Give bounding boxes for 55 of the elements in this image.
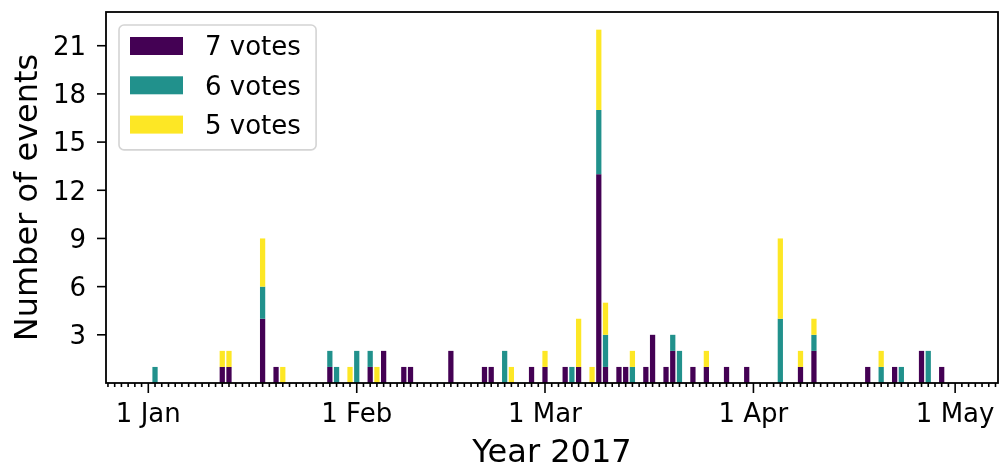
y-axis-title: Number of events	[7, 53, 45, 342]
bar	[596, 29, 602, 110]
x-tick-label: 1 Mar	[508, 398, 583, 428]
bar	[381, 350, 387, 383]
y-tick-label: 12	[52, 175, 86, 206]
bar	[152, 366, 158, 383]
bar	[676, 350, 683, 383]
bar	[575, 318, 582, 367]
x-tick-label: 1 May	[915, 398, 995, 428]
bar	[703, 350, 709, 367]
bar	[259, 238, 266, 287]
y-tick-label: 3	[69, 320, 86, 351]
bar	[811, 318, 817, 335]
bar	[777, 238, 783, 319]
bar	[259, 286, 266, 319]
bar	[354, 350, 360, 383]
y-tick-label: 21	[52, 31, 86, 62]
bar	[502, 350, 508, 383]
bar	[327, 350, 333, 367]
bar	[596, 174, 602, 383]
bar	[374, 366, 380, 383]
bar	[273, 366, 279, 383]
y-tick-label: 9	[69, 223, 86, 254]
x-axis-title: Year 2017	[471, 432, 632, 467]
y-tick-label: 18	[52, 79, 86, 110]
bar	[797, 350, 804, 367]
bar	[569, 366, 575, 383]
bar	[777, 318, 783, 383]
legend-label: 5 votes	[205, 109, 301, 140]
bar	[649, 334, 656, 383]
legend-label: 7 votes	[205, 31, 301, 62]
x-tick-label: 1 Feb	[321, 398, 393, 428]
x-tick-label: 1 Apr	[718, 398, 789, 428]
bar	[589, 366, 595, 383]
bar	[925, 350, 931, 383]
bar	[811, 334, 817, 351]
bar	[347, 366, 353, 383]
x-tick-label: 1 Jan	[115, 398, 181, 428]
y-tick-label: 6	[69, 272, 86, 302]
bar	[448, 350, 454, 383]
bar	[629, 350, 636, 367]
legend-label: 6 votes	[205, 70, 301, 101]
bar	[259, 318, 266, 383]
bar	[811, 350, 817, 383]
bar	[878, 350, 884, 367]
bar	[367, 350, 373, 367]
bar	[596, 109, 602, 175]
bar	[602, 334, 609, 367]
bar	[670, 334, 676, 351]
bar	[542, 350, 548, 367]
y-tick-label: 15	[52, 127, 86, 158]
bar	[918, 350, 925, 383]
bar	[542, 366, 548, 383]
bar	[690, 366, 696, 383]
bar	[602, 302, 609, 335]
